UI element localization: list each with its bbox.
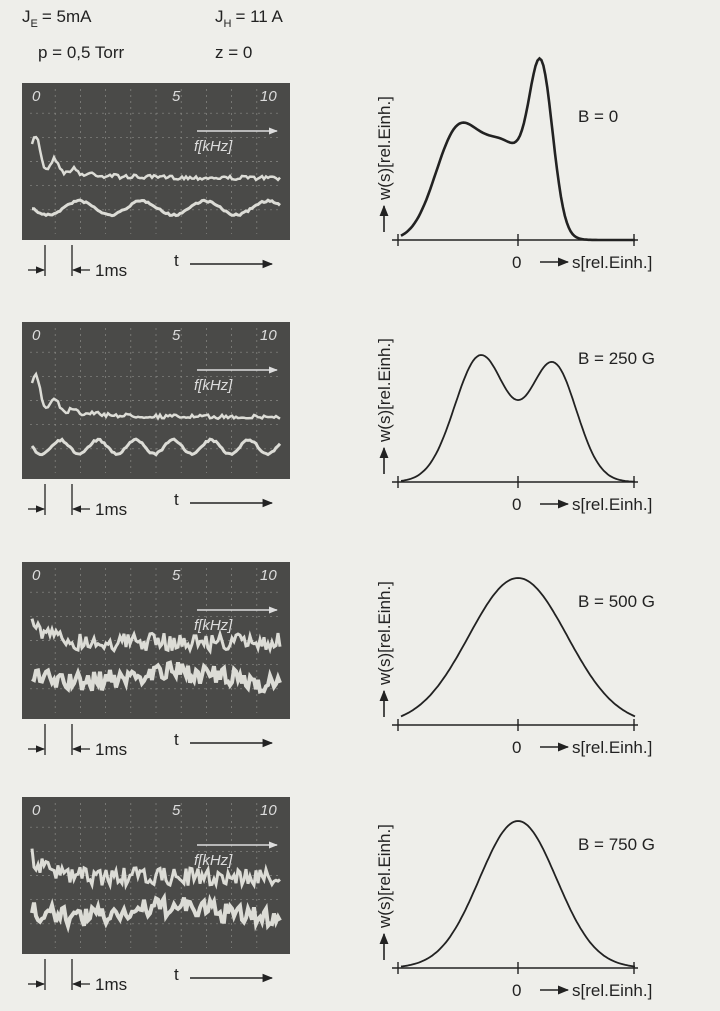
scale-label: 5 (172, 567, 181, 584)
frequency-label: f[kHz] (194, 377, 233, 394)
frequency-label: f[kHz] (194, 617, 233, 634)
parameter: JH = 11 A (215, 7, 284, 30)
distribution-curve (400, 820, 636, 968)
subscript: H (224, 18, 232, 30)
scale-label: 10 (260, 802, 277, 819)
y-axis-label: w(s)[rel.Einh.] (375, 581, 394, 686)
frequency-label: f[kHz] (194, 852, 233, 869)
scale-label: 10 (260, 567, 277, 584)
trace (32, 198, 281, 218)
value: = 11 A (235, 7, 283, 26)
scale-label: 10 (260, 327, 277, 344)
time-marker: 1ms (95, 500, 127, 519)
subscript: E (31, 18, 38, 30)
parameter: p = 0,5 Torr (38, 43, 124, 62)
time-axis: t (174, 965, 179, 984)
field-label: B = 750 G (578, 835, 655, 854)
trace (30, 135, 281, 182)
time-marker: 1ms (95, 975, 127, 994)
scale-label: 5 (172, 327, 181, 344)
time-axis: t (174, 251, 179, 270)
distribution-curve (400, 354, 635, 483)
distribution-curve (400, 577, 636, 718)
origin-label: 0 (512, 981, 521, 1000)
scale-label: 10 (260, 88, 277, 105)
time-marker: 1ms (95, 261, 127, 280)
y-axis-label: w(s)[rel.Einh.] (375, 824, 394, 929)
value: = 5mA (42, 7, 92, 26)
y-axis-label: w(s)[rel.Einh.] (375, 338, 394, 443)
time-axis: t (174, 490, 179, 509)
field-label: B = 0 (578, 107, 618, 126)
symbol: J (22, 7, 31, 26)
frequency-label: f[kHz] (194, 138, 233, 155)
x-axis-label: s[rel.Einh.] (572, 738, 652, 757)
trace (30, 371, 281, 421)
origin-label: 0 (512, 738, 521, 757)
parameter: z = 0 (215, 43, 252, 62)
trace (30, 618, 282, 655)
x-axis-label: s[rel.Einh.] (572, 253, 652, 272)
parameter: JE = 5mA (22, 7, 92, 30)
scale-label: 5 (172, 802, 181, 819)
field-label: B = 500 G (578, 592, 655, 611)
scale-label: 0 (32, 88, 41, 105)
distribution-curve (400, 56, 635, 242)
time-axis: t (174, 730, 179, 749)
scale-label: 0 (32, 567, 41, 584)
value: p = 0,5 Torr (38, 43, 124, 62)
trace (30, 892, 282, 934)
scale-label: 5 (172, 88, 181, 105)
time-marker: 1ms (95, 740, 127, 759)
x-axis-label: s[rel.Einh.] (572, 981, 652, 1000)
value: z = 0 (215, 43, 252, 62)
trace (31, 660, 282, 694)
x-axis-label: s[rel.Einh.] (572, 495, 652, 514)
origin-label: 0 (512, 253, 521, 272)
symbol: J (215, 7, 224, 26)
field-label: B = 250 G (578, 349, 655, 368)
scale-label: 0 (32, 327, 41, 344)
trace (30, 848, 281, 891)
y-axis-label: w(s)[rel.Einh.] (375, 96, 394, 201)
scale-label: 0 (32, 802, 41, 819)
origin-label: 0 (512, 495, 521, 514)
trace (30, 437, 282, 457)
